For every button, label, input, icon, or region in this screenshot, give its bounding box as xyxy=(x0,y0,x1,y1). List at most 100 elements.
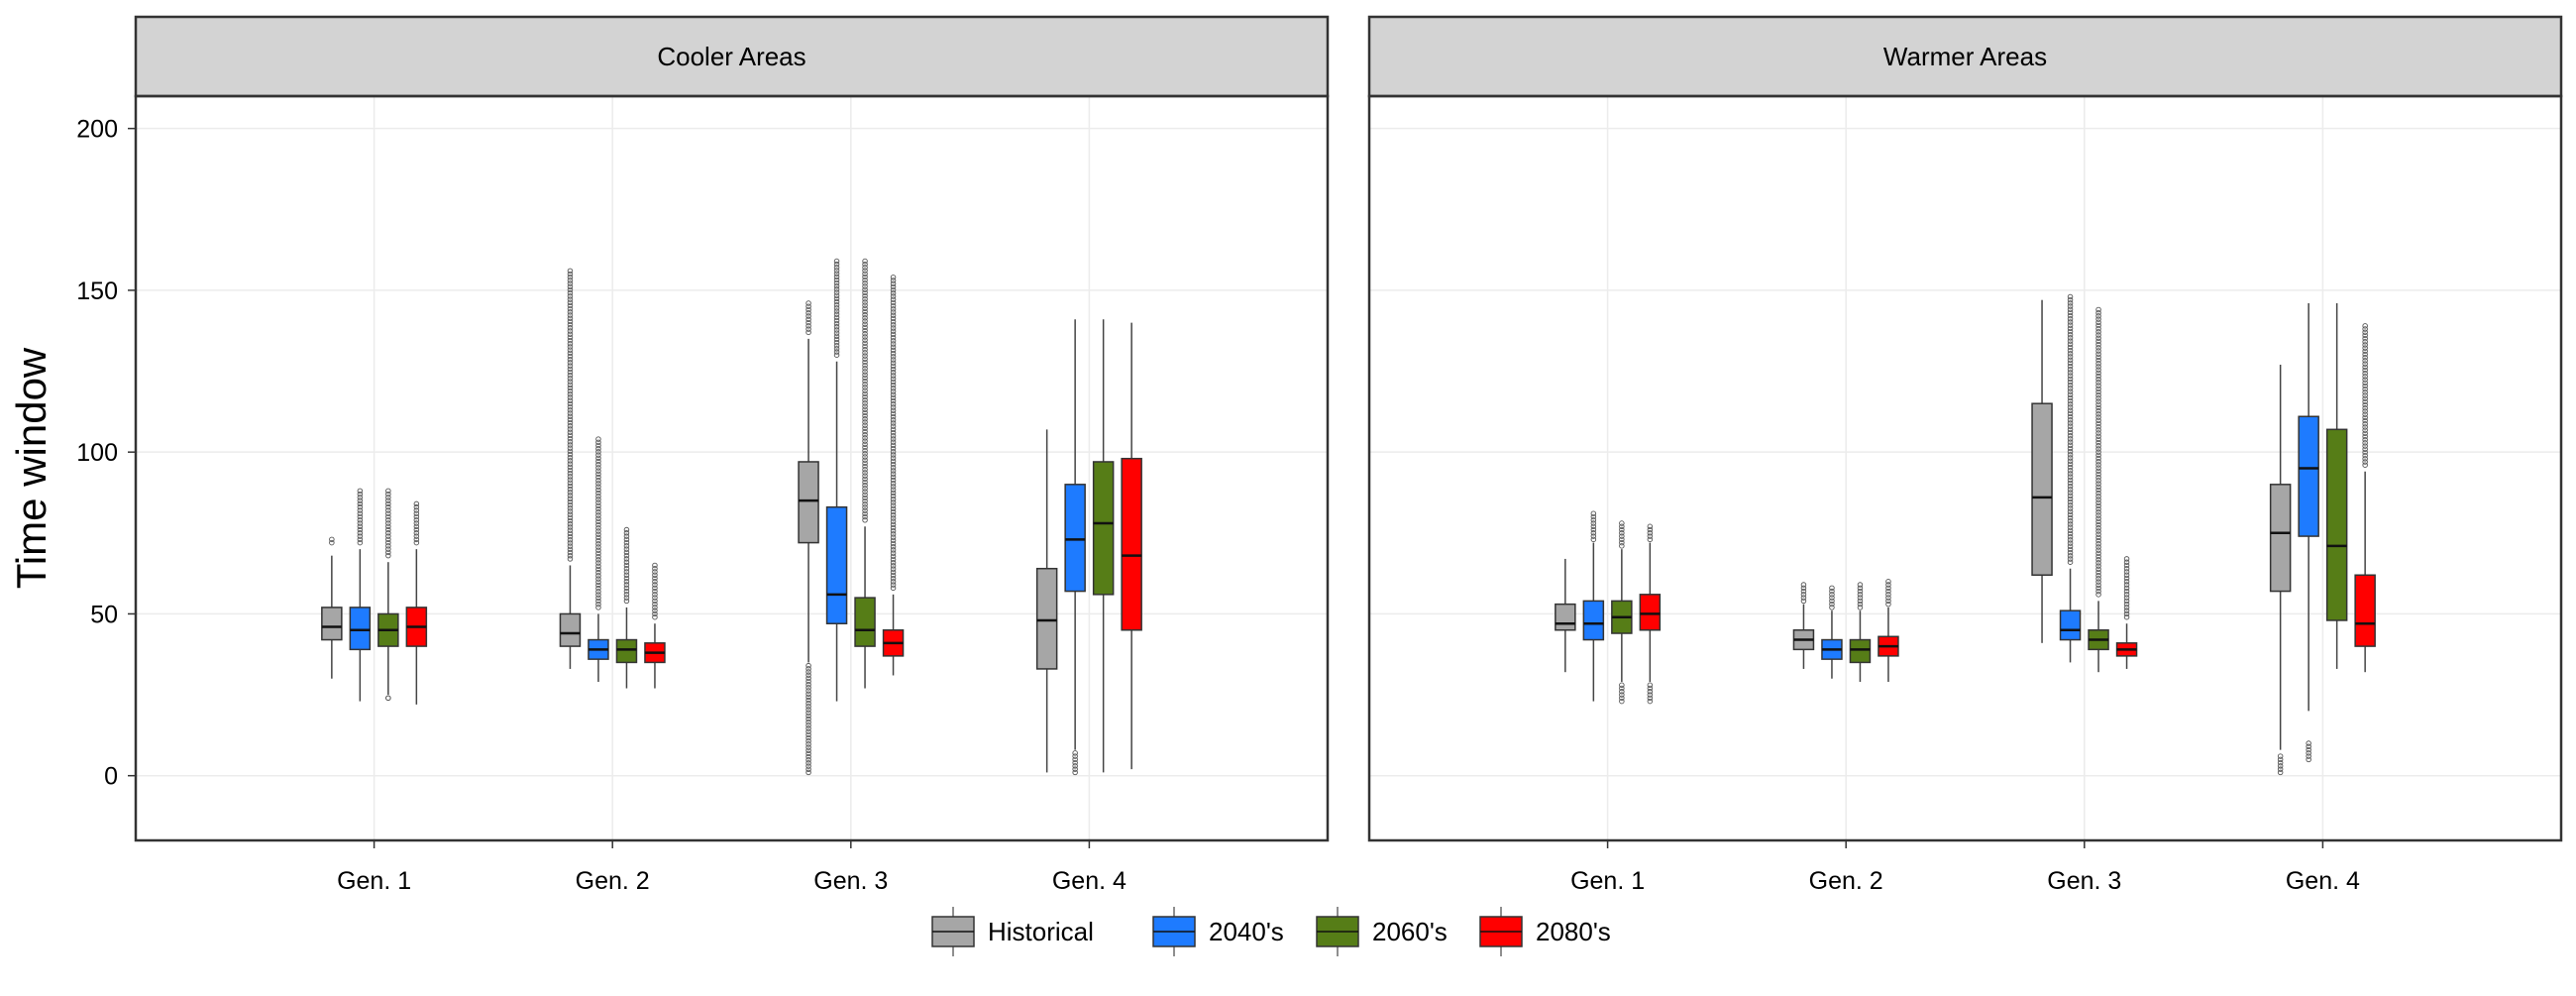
outlier-point-high xyxy=(890,331,897,338)
legend: Historical 2040's 2060's 2080's xyxy=(931,907,1611,956)
outlier-point-high xyxy=(2362,326,2368,332)
outlier-point-high xyxy=(1800,598,1807,605)
outlier-point-high xyxy=(2067,559,2074,565)
outlier-point-high xyxy=(2095,566,2101,573)
outlier-point-high xyxy=(2362,386,2368,392)
outlier-point-high xyxy=(567,458,574,464)
outlier-point-high xyxy=(805,326,811,332)
outlier-point-high xyxy=(567,387,574,394)
outlier-point-high xyxy=(652,605,658,610)
outlier-point-high xyxy=(833,283,840,289)
outlier-point-high xyxy=(2123,592,2130,598)
outlier-point-high xyxy=(595,445,601,452)
outlier-point-high xyxy=(890,360,897,366)
outlier-point-high xyxy=(2095,468,2101,475)
outlier-point-high xyxy=(2095,423,2101,430)
outlier-point-high xyxy=(1619,533,1625,539)
outlier-point-high xyxy=(890,436,897,442)
outlier-point-high xyxy=(862,431,868,438)
outlier-point-high xyxy=(1800,588,1807,595)
box-iqr xyxy=(1555,603,1576,631)
outlier-point-high xyxy=(2095,364,2101,370)
outlier-point-high xyxy=(595,512,601,518)
outlier-point-high xyxy=(2095,452,2101,459)
outlier-point-high xyxy=(862,346,868,353)
box-gen-4-2060-s xyxy=(1092,319,1115,773)
outlier-point-high xyxy=(862,337,868,343)
outlier-point-high xyxy=(385,539,391,546)
outlier-point-high xyxy=(2095,509,2101,515)
outlier-point-high xyxy=(623,572,630,579)
outlier-point-high xyxy=(890,386,897,391)
outlier-point-high xyxy=(595,455,601,462)
outlier-point-high xyxy=(862,324,868,331)
outlier-point-high xyxy=(833,311,840,317)
outlier-point-high xyxy=(2067,468,2074,474)
outlier-point-high xyxy=(1829,595,1835,601)
outlier-point-high xyxy=(567,505,574,511)
outlier-point-high xyxy=(567,293,574,299)
outlier-point-high xyxy=(2095,420,2101,427)
outlier-point-high xyxy=(567,470,574,477)
outlier-point-high xyxy=(2067,341,2074,348)
outlier-point-high xyxy=(623,546,630,552)
outlier-point-high xyxy=(567,299,574,306)
outlier-point-high xyxy=(805,323,811,329)
outlier-point-high xyxy=(567,363,574,369)
outlier-point-high xyxy=(595,439,601,446)
outlier-point-high xyxy=(862,422,868,428)
outlier-point-high xyxy=(1857,598,1864,605)
outlier-point-high xyxy=(595,518,601,525)
outlier-point-high xyxy=(2095,569,2101,576)
outlier-point-high xyxy=(623,565,630,572)
outlier-point-high xyxy=(2067,394,2074,401)
outlier-point-high xyxy=(567,454,574,461)
box-iqr xyxy=(854,597,876,647)
outlier-point-high xyxy=(595,582,601,589)
outlier-point-high xyxy=(2095,348,2101,354)
outlier-point-high xyxy=(2067,530,2074,537)
box-iqr xyxy=(1639,594,1662,631)
box-iqr xyxy=(2354,574,2376,647)
y-tick-label: 150 xyxy=(76,277,118,305)
outlier-point-high xyxy=(2095,446,2101,452)
outlier-point-low xyxy=(2277,756,2284,763)
outlier-point-high xyxy=(862,302,868,308)
outlier-point-high xyxy=(2067,420,2074,426)
outlier-point-low xyxy=(1647,695,1654,702)
outlier-point-high xyxy=(2067,417,2074,423)
outlier-point-high xyxy=(2095,550,2101,557)
outlier-point-high xyxy=(385,523,391,530)
outlier-point-high xyxy=(2362,398,2368,405)
outlier-point-high xyxy=(2067,373,2074,379)
outlier-point-high xyxy=(2362,449,2368,456)
outlier-point-high xyxy=(890,366,897,373)
outlier-point-high xyxy=(862,416,868,422)
outlier-point-high xyxy=(595,449,601,455)
outlier-point-high xyxy=(2067,413,2074,420)
outlier-point-high xyxy=(2095,433,2101,439)
outlier-point-high xyxy=(623,562,630,569)
outlier-point-high xyxy=(595,468,601,474)
outlier-point-high xyxy=(567,356,574,363)
outlier-point-high xyxy=(833,289,840,295)
outlier-point-high xyxy=(833,349,840,355)
outlier-point-high xyxy=(2095,560,2101,566)
outlier-point-high xyxy=(2067,533,2074,540)
outlier-point-high xyxy=(595,595,601,602)
outlier-point-high xyxy=(567,274,574,280)
outlier-point-high xyxy=(623,559,630,565)
outlier-point-high xyxy=(357,495,364,500)
outlier-point-high xyxy=(595,576,601,582)
outlier-point-high xyxy=(567,331,574,337)
outlier-point-low xyxy=(805,728,811,734)
outlier-point-high xyxy=(567,537,574,543)
outlier-point-high xyxy=(2067,508,2074,514)
outlier-point-high xyxy=(567,315,574,321)
outlier-point-high xyxy=(567,318,574,325)
outlier-point-low xyxy=(805,678,811,685)
outlier-point-high xyxy=(890,508,897,515)
legend-item-2060-s: 2060's xyxy=(1316,907,1448,956)
outlier-point-high xyxy=(862,501,868,507)
